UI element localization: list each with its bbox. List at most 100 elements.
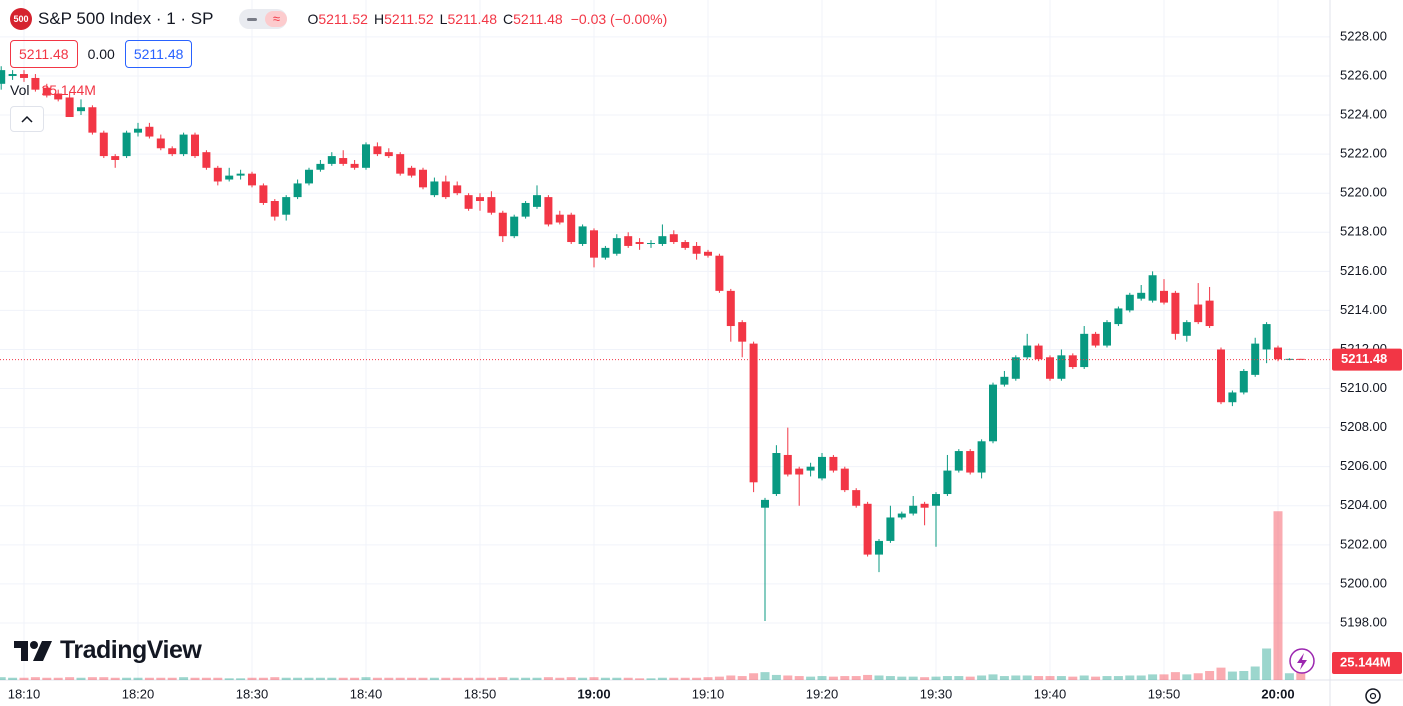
volume-bar (327, 677, 337, 680)
candle-body (590, 230, 598, 258)
volume-bar (578, 677, 588, 680)
volume-bar (999, 676, 1009, 680)
candle-body (567, 214, 576, 243)
volume-legend: Vol 25.144M (10, 82, 96, 98)
candle-body (795, 468, 804, 475)
buy-button[interactable]: 5211.48 (124, 40, 193, 68)
volume-bar (1182, 674, 1192, 680)
x-tick-label: 18:50 (464, 686, 497, 701)
volume-bar (897, 676, 907, 680)
candle-body (202, 152, 211, 168)
candle-body (339, 158, 348, 164)
candle-body (384, 152, 393, 157)
candle-body (1182, 322, 1191, 336)
volume-bar (646, 678, 656, 680)
y-tick-label: 5210.00 (1340, 380, 1387, 395)
candle-body (761, 499, 769, 508)
volume-bar (885, 676, 895, 680)
volume-bar (612, 677, 622, 680)
volume-bar (794, 676, 804, 680)
candle-body (419, 169, 427, 188)
status-pill[interactable]: ≈ (239, 9, 288, 29)
volume-bar (692, 677, 702, 680)
volume-bar (498, 677, 508, 680)
volume-bar (1045, 676, 1055, 680)
volume-bar (749, 673, 759, 680)
collapse-button[interactable] (10, 106, 44, 132)
volume-bar (1034, 676, 1044, 680)
candle-body (932, 494, 940, 506)
sell-button[interactable]: 5211.48 (10, 40, 78, 68)
volume-bar (726, 675, 736, 680)
legend-key: O (307, 11, 319, 27)
candle-body (772, 453, 781, 495)
candle-body (168, 148, 177, 155)
volume-bar (737, 676, 747, 680)
volume-bar (19, 677, 29, 680)
y-tick-label: 5200.00 (1340, 575, 1387, 590)
volume-bar (1113, 676, 1123, 680)
volume-bar (464, 677, 474, 680)
candle-body (1251, 343, 1260, 375)
volume-bar (828, 676, 838, 680)
x-tick-label: 18:30 (236, 686, 269, 701)
candle-body (362, 144, 370, 168)
symbol-title[interactable]: S&P 500 Index · 1 · SP (38, 9, 214, 28)
header: 500 S&P 500 Index · 1 · SP ≈ O5211.52 H5… (10, 8, 667, 30)
trade-buttons: 5211.48 0.00 5211.48 (10, 40, 193, 68)
candle-body (681, 242, 690, 248)
volume-bar (133, 677, 143, 680)
volume-bar (703, 677, 713, 680)
volume-bar (441, 677, 451, 680)
y-tick-label: 5216.00 (1340, 263, 1387, 278)
candle-body (578, 226, 587, 244)
volume-bar (258, 677, 268, 680)
candle-body (293, 183, 302, 198)
candle-body (350, 163, 359, 168)
candle-body (327, 156, 336, 164)
volume-bar (418, 677, 428, 680)
volume-bar (395, 677, 405, 680)
candle-body (1125, 294, 1134, 311)
volume-bar (293, 677, 303, 680)
candle-body (612, 238, 621, 254)
x-tick-label: 19:50 (1148, 686, 1181, 701)
legend-key: L (439, 11, 448, 27)
volume-bar (589, 677, 599, 680)
volume-bar (30, 677, 40, 680)
candle-body (179, 134, 188, 155)
brand-name: TradingView (60, 636, 202, 664)
candle-body (1091, 333, 1100, 346)
settings-button[interactable] (1365, 688, 1381, 704)
volume-bar (167, 677, 177, 680)
candle-body (213, 167, 222, 182)
volume-bar (1159, 674, 1169, 680)
volume-bar (509, 677, 519, 680)
volume-bar (452, 677, 462, 680)
candle-body (818, 456, 826, 479)
x-tick-label: 18:10 (8, 686, 41, 701)
candle-body (77, 107, 85, 112)
candle-body (1103, 322, 1111, 346)
volume-bar (361, 677, 371, 680)
legend-value: 5211.52 (318, 11, 368, 27)
candle-body (1274, 347, 1282, 360)
y-tick-label: 5202.00 (1340, 536, 1387, 551)
candle-body (122, 132, 131, 157)
candle-body (20, 74, 28, 78)
legend-value: 5211.48 (447, 11, 498, 27)
candle-body (236, 173, 245, 176)
lightning-icon (1297, 653, 1307, 670)
volume-bar (213, 677, 223, 680)
candle-body (111, 156, 120, 160)
volume-bar (1193, 673, 1203, 680)
y-tick-label: 5220.00 (1340, 185, 1387, 200)
candle-body (977, 441, 986, 473)
volume-bar (486, 677, 496, 680)
candle-body (840, 468, 849, 491)
candle-body (897, 513, 906, 518)
candle-body (282, 197, 291, 215)
candle-body (1262, 324, 1271, 350)
